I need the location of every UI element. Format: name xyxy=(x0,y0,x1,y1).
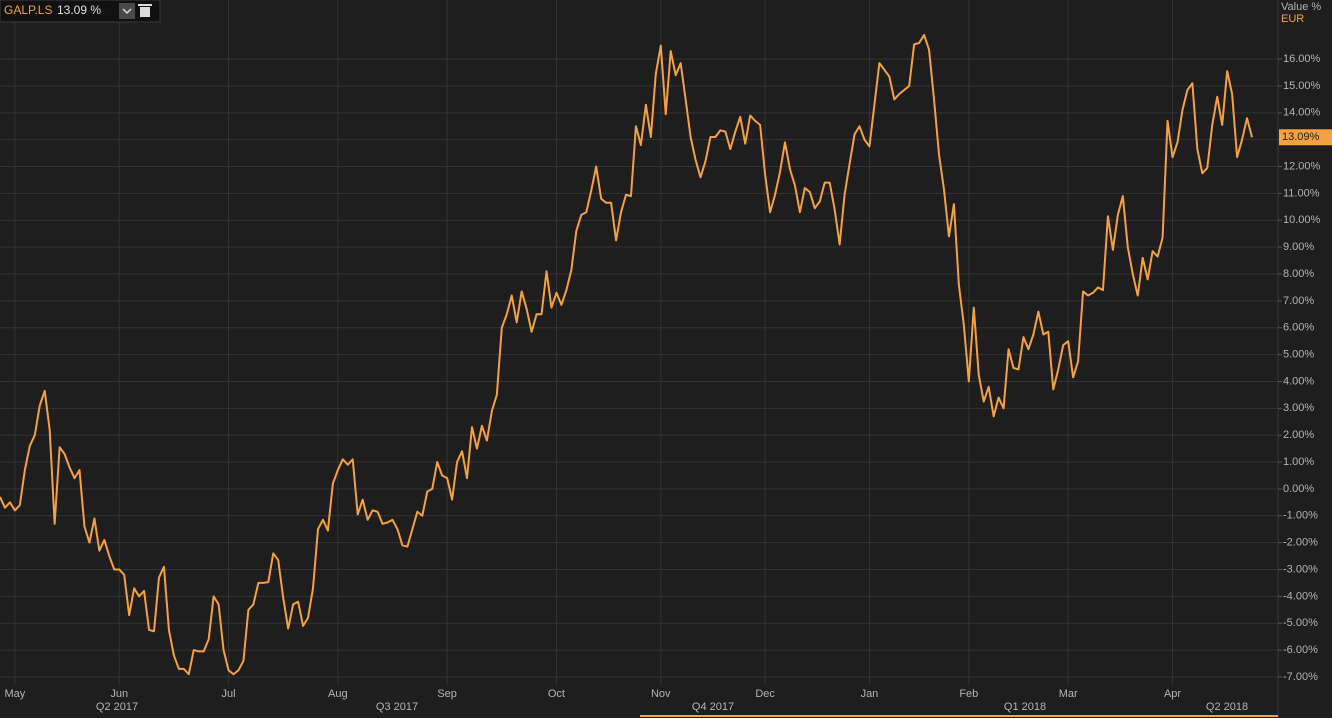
quarter-label: Q2 2018 xyxy=(1206,701,1248,713)
delete-button[interactable] xyxy=(138,4,152,17)
y-tick-label: 14.00% xyxy=(1283,107,1321,119)
axis-currency: EUR xyxy=(1281,13,1304,25)
x-tick-label: Jun xyxy=(110,688,128,700)
y-tick-label: 11.00% xyxy=(1283,187,1320,199)
y-tick-label: -3.00% xyxy=(1283,563,1318,575)
legend-value: 13.09 % xyxy=(57,3,101,17)
y-tick-label: 2.00% xyxy=(1283,429,1314,441)
y-tick-label: 4.00% xyxy=(1283,375,1314,387)
legend: GALP.LS 13.09 % xyxy=(0,0,161,23)
x-tick-label: Oct xyxy=(548,688,565,700)
last-value-label: 13.09% xyxy=(1282,131,1320,143)
dropdown-button[interactable] xyxy=(119,3,135,19)
y-tick-label: 9.00% xyxy=(1283,241,1314,253)
y-tick-label: 3.00% xyxy=(1283,402,1314,414)
y-tick-label: 1.00% xyxy=(1283,456,1314,468)
y-tick-label: 10.00% xyxy=(1283,214,1321,226)
y-tick-label: -4.00% xyxy=(1283,590,1318,602)
y-tick-label: -2.00% xyxy=(1283,537,1318,549)
axis-header: Value % xyxy=(1281,1,1321,13)
x-tick-label: Jul xyxy=(222,688,236,700)
last-value-box xyxy=(1279,129,1332,146)
y-tick-label: 6.00% xyxy=(1283,322,1314,334)
x-tick-label: Apr xyxy=(1164,688,1181,700)
y-tick-label: -5.00% xyxy=(1283,617,1318,629)
y-tick-label: 12.00% xyxy=(1283,160,1321,172)
y-tick-label: -1.00% xyxy=(1283,510,1318,522)
dropdown-icon xyxy=(122,8,132,15)
x-tick-label: Dec xyxy=(755,688,775,700)
x-tick-label: Nov xyxy=(651,688,671,700)
x-tick-label: Mar xyxy=(1059,688,1078,700)
trash-icon xyxy=(140,7,150,17)
y-tick-label: 8.00% xyxy=(1283,268,1314,280)
x-tick-label: Feb xyxy=(959,688,978,700)
x-tick-label: Sep xyxy=(437,688,457,700)
series-line xyxy=(0,33,1253,676)
y-tick-label: 7.00% xyxy=(1283,295,1314,307)
y-tick-label: 0.00% xyxy=(1283,483,1314,495)
y-tick-label: 16.00% xyxy=(1283,53,1321,65)
plot xyxy=(0,33,1253,676)
x-tick-label: Jan xyxy=(861,688,879,700)
y-tick-label: 15.00% xyxy=(1283,80,1321,92)
x-tick-label: May xyxy=(5,688,26,700)
y-tick-label: -7.00% xyxy=(1283,671,1318,683)
x-tick-label: Aug xyxy=(328,688,348,700)
y-tick-label: -6.00% xyxy=(1283,644,1318,656)
y-tick-label: 5.00% xyxy=(1283,348,1314,360)
quarter-label: Q1 2018 xyxy=(1004,701,1046,713)
trash-lid xyxy=(138,4,152,6)
legend-series-name: GALP.LS xyxy=(4,3,52,17)
quarter-label: Q3 2017 xyxy=(376,701,418,713)
quarter-label: Q4 2017 xyxy=(692,701,734,713)
quarter-label: Q2 2017 xyxy=(96,701,138,713)
